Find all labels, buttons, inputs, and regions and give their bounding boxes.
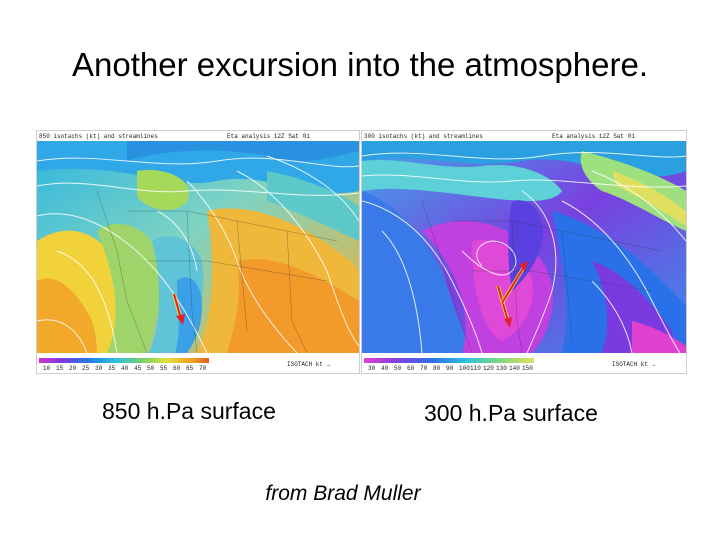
svg-text:70: 70 (199, 365, 207, 372)
map-850-header-right: Eta analysis 12Z Sat 01 (227, 133, 310, 140)
map-850hpa: 850 isotachs (kt) and streamlines Eta an… (36, 130, 360, 374)
svg-text:140: 140 (509, 365, 520, 372)
svg-text:65: 65 (186, 365, 194, 372)
map-850-field (37, 141, 359, 353)
map-300-footer-right: ISOTACH kt → (612, 361, 656, 368)
svg-text:60: 60 (407, 365, 415, 372)
svg-text:80: 80 (433, 365, 441, 372)
slide-title: Another excursion into the atmosphere. (71, 46, 648, 83)
map-300-boundaries (421, 200, 663, 354)
svg-text:55: 55 (160, 365, 168, 372)
map-300hpa: 300 isotachs (kt) and streamlines Eta an… (361, 130, 687, 374)
svg-text:40: 40 (121, 365, 129, 372)
map-850-footer-right: ISOTACH kt → (287, 361, 331, 368)
svg-text:40: 40 (381, 365, 389, 372)
map-850-streamlines (37, 155, 359, 354)
map-300-arrows (496, 261, 528, 328)
svg-text:50: 50 (394, 365, 402, 372)
svg-text:45: 45 (134, 365, 142, 372)
svg-text:120: 120 (483, 365, 494, 372)
map-850hpa-image: 850 isotachs (kt) and streamlines Eta an… (37, 131, 359, 373)
svg-text:100: 100 (459, 365, 470, 372)
map-850-legend-ticks: 10 15 20 25 30 35 40 45 50 55 60 65 70 (43, 365, 207, 372)
map-850-boundaries (96, 190, 338, 354)
map-300hpa-image: 300 isotachs (kt) and streamlines Eta an… (362, 131, 686, 373)
map-300-header-left: 300 isotachs (kt) and streamlines (364, 133, 483, 140)
map-300-legend-ticks: 30 40 50 60 70 80 90 100 110 120 130 140… (368, 365, 533, 372)
caption-850hpa: 850 h.Pa surface (102, 398, 276, 424)
map-300-legend-bar (364, 358, 534, 363)
svg-text:50: 50 (147, 365, 155, 372)
svg-text:60: 60 (173, 365, 181, 372)
svg-text:110: 110 (470, 365, 481, 372)
credit-line: from Brad Muller (265, 482, 421, 505)
map-850-header-left: 850 isotachs (kt) and streamlines (39, 133, 158, 140)
svg-text:30: 30 (368, 365, 376, 372)
map-850-legend-bar (39, 358, 209, 363)
map-300-field (362, 141, 686, 353)
svg-text:90: 90 (446, 365, 454, 372)
svg-text:25: 25 (82, 365, 90, 372)
svg-text:150: 150 (522, 365, 533, 372)
svg-text:130: 130 (496, 365, 507, 372)
map-300-header-right: Eta analysis 12Z Sat 01 (552, 133, 635, 140)
map-850-arrow (172, 293, 185, 325)
svg-text:10: 10 (43, 365, 51, 372)
svg-text:30: 30 (95, 365, 103, 372)
map-300-streamlines (362, 152, 686, 354)
svg-text:35: 35 (108, 365, 116, 372)
svg-text:20: 20 (69, 365, 77, 372)
svg-text:70: 70 (420, 365, 428, 372)
svg-text:15: 15 (56, 365, 64, 372)
caption-300hpa: 300 h.Pa surface (424, 400, 598, 426)
